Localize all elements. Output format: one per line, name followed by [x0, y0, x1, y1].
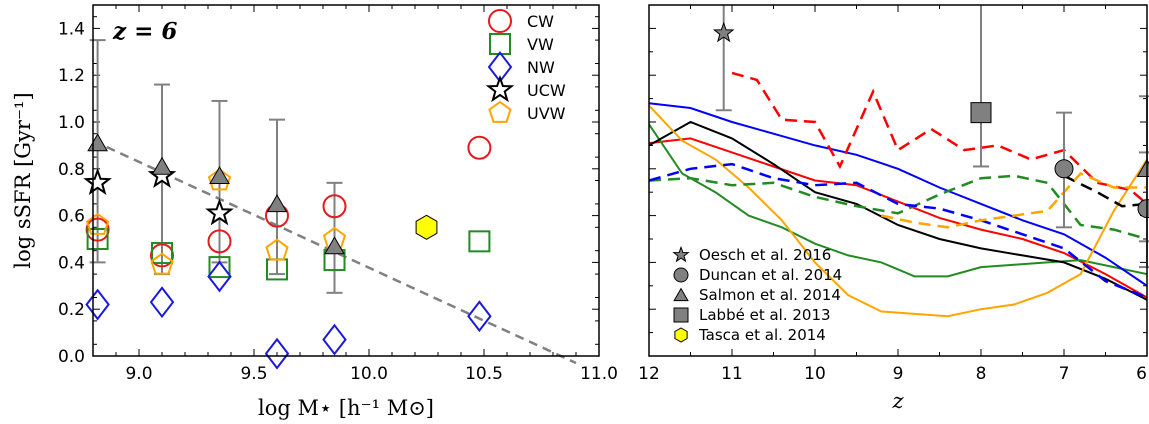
line-nw-solid: [649, 102, 1147, 287]
fit-line: [92, 139, 577, 365]
line-ucw-dashed: [1063, 174, 1147, 208]
left-panel-sssfr-vs-mass: 9.0 9.5 10.0 10.5 11.0 0.0 0.2 0.4 0.6 0.8 1.0 1.2 1…: [11, 4, 618, 420]
line-ucw-solid: [649, 120, 1147, 301]
marker-vw: [151, 242, 173, 265]
x-tick-label-right: 11: [721, 364, 743, 384]
legend-label-obs: Labbé et al. 2013: [699, 306, 831, 324]
marker-nw: [264, 337, 290, 370]
series-lines: [649, 71, 1147, 318]
y-axis-label: log sSFR [Gyr⁻¹]: [11, 92, 35, 268]
x-axis-label-right: z: [891, 389, 904, 413]
x-tick-label-right: 7: [1059, 364, 1070, 384]
right-panel-sssfr-vs-redshift: 12 11 10 9 8 7 6 Oesch et al. 2016 Duncan et al.…: [638, 4, 1149, 413]
legend-label-obs: Duncan et al. 2014: [699, 266, 842, 284]
salmon-triangle: [324, 236, 345, 255]
line-vw-dashed: [649, 174, 1147, 241]
legend-label-obs: Oesch et al. 2016: [699, 246, 831, 264]
x-tick-label-right: 9: [893, 364, 904, 384]
legend-label-vw: VW: [527, 35, 554, 54]
salmon-triangle: [151, 156, 173, 175]
line-vw-solid: [649, 123, 1147, 278]
marker-uvw: [85, 212, 110, 235]
legend-label-ucw: UCW: [527, 81, 566, 100]
legend-label-nw: NW: [527, 58, 555, 77]
plot-area-left: [93, 5, 599, 356]
legend-obs-circle: [673, 267, 689, 283]
line-nw-dashed: [649, 162, 1147, 299]
axes-frame-right: [648, 4, 1148, 357]
y-tick-label-left: 1.4: [58, 19, 85, 39]
legend-label-obs: Tasca et al. 2014: [698, 326, 826, 344]
line-uvw-solid: [649, 104, 1147, 318]
x-tick-label-left: 10.5: [465, 364, 503, 384]
legend-marker-uvw: [488, 100, 512, 123]
marker-uvw: [207, 168, 232, 191]
y-tick-label-left: 0.2: [58, 300, 85, 320]
marker-cw: [467, 135, 492, 160]
line-cw-solid: [649, 137, 1147, 299]
y-tick-label-left: 0.0: [58, 347, 85, 367]
x-tick-label-right: 12: [638, 364, 660, 384]
y-tick-label-left: 1.0: [58, 113, 85, 133]
y-tick-label-left: 0.4: [58, 253, 85, 273]
legend-obs-triangle: [673, 287, 689, 302]
legend-marker-cw: [488, 9, 512, 33]
redshift-annotation: z = 6: [112, 18, 177, 45]
tasca-hexagon: [415, 214, 438, 240]
marker-vw: [208, 256, 231, 279]
legend-label-uvw: UVW: [527, 104, 566, 123]
y-tick-label-left: 0.6: [58, 207, 85, 227]
marker-nw: [149, 286, 175, 319]
marker-vw: [468, 230, 491, 253]
legend-obs-square: [673, 307, 689, 323]
x-tick-label-left: 11.0: [580, 364, 618, 384]
line-cw-dashed: [731, 71, 1147, 205]
marker-nw: [322, 323, 347, 356]
legend-obs-hexagon: [674, 327, 688, 343]
marker-ucw: [83, 167, 112, 195]
axes-frame-left: [92, 4, 600, 357]
marker-uvw: [150, 252, 174, 275]
x-tick-label-right: 6: [1136, 364, 1147, 384]
line-uvw-dashed: [881, 172, 1147, 229]
y-tick-label-left: 1.2: [58, 66, 85, 86]
obs-star: [712, 21, 735, 43]
marker-nw: [85, 288, 110, 321]
x-tick-label-left: 9.5: [240, 364, 267, 384]
salmon-triangle: [209, 165, 230, 184]
legend-label-obs: Salmon et al. 2014: [699, 286, 841, 304]
marker-ucw: [205, 198, 234, 226]
marker-vw: [86, 228, 109, 250]
x-tick-label-left: 9.0: [125, 364, 152, 384]
x-tick-label-right: 8: [976, 364, 987, 384]
marker-cw: [207, 229, 232, 254]
legend-marker-ucw: [485, 74, 515, 103]
x-tick-label-right: 10: [804, 364, 826, 384]
obs-square: [970, 102, 992, 124]
legend-obs-star: [672, 245, 690, 263]
x-axis-label-left: log M⋆ [h⁻¹ M⊙]: [258, 396, 434, 420]
y-tick-label-left: 0.8: [58, 160, 85, 180]
marker-cw: [322, 194, 347, 219]
obs-circle: [1054, 159, 1074, 179]
salmon-triangle: [266, 194, 288, 213]
marker-uvw: [265, 238, 289, 261]
legend-label-cw: CW: [527, 12, 554, 31]
marker-nw: [207, 260, 232, 293]
x-tick-label-left: 10.0: [350, 364, 388, 384]
marker-nw: [467, 300, 492, 333]
